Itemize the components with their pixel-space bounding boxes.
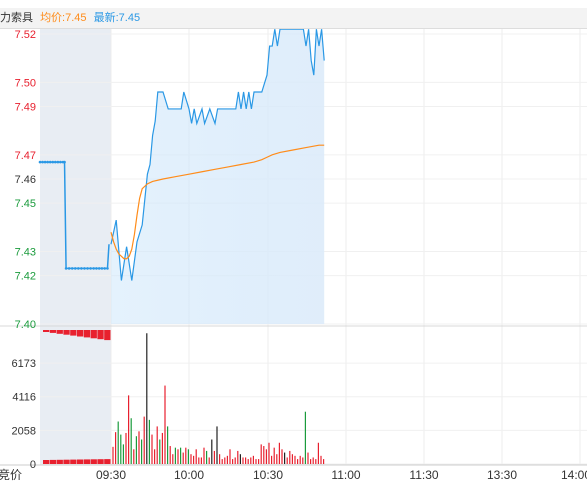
preopen-dot	[73, 267, 77, 270]
auction-bar-top	[77, 330, 84, 337]
volume-tick-label: 0	[30, 459, 36, 471]
time-tick-label: 14:00	[561, 468, 587, 482]
preopen-dot	[38, 160, 42, 164]
preopen-dot	[51, 160, 55, 164]
time-tick-label: 09:30	[96, 468, 126, 482]
preopen-dots	[38, 160, 109, 270]
time-axis: 竞价 09:30 10:00 10:30 11:00 11:30 13:30 14:00	[0, 468, 587, 482]
auction-bar-bottom	[43, 460, 50, 464]
auction-bar-bottom	[70, 459, 77, 464]
preopen-dot	[89, 267, 92, 270]
auction-bar-top	[83, 330, 91, 338]
chart-legend: 力索具 均价:7.45 最新:7.45	[0, 8, 587, 29]
preopen-dot	[59, 160, 62, 164]
price-tick-label: 7.50	[15, 77, 36, 89]
auction-bar-bottom	[49, 459, 57, 464]
price-tick-label: 7.52	[15, 29, 36, 41]
price-tick-label: 7.45	[15, 198, 36, 210]
price-tick-label: 7.49	[15, 102, 36, 114]
preopen-dot	[56, 160, 60, 164]
volume-tick-label: 4116	[12, 392, 36, 404]
preopen-dot	[106, 267, 109, 270]
preopen-dot	[63, 160, 66, 164]
preopen-dot	[46, 160, 49, 164]
auction-bar-bottom	[83, 459, 91, 464]
price-area	[111, 29, 325, 325]
preopen-dot	[100, 267, 104, 270]
volume-bars	[43, 330, 325, 464]
auction-bar-top	[70, 330, 77, 336]
time-tick-label: 11:30	[409, 468, 438, 482]
auction-bar-bottom	[90, 459, 97, 464]
auction-bar-top	[43, 330, 50, 332]
auction-bar-bottom	[104, 459, 111, 464]
preopen-dot	[43, 160, 47, 164]
volume-axis: 6173 4116 2058 0	[12, 358, 36, 471]
auction-bar-top	[49, 330, 57, 333]
auction-bar-top	[104, 330, 111, 341]
preopen-dot	[97, 267, 101, 270]
price-axis: 7.52 7.50 7.49 7.47 7.46 7.45 7.43 7.42 7.40	[15, 29, 36, 331]
time-tick-label: 13:30	[487, 468, 517, 482]
auction-bar-bottom	[77, 459, 84, 464]
preopen-dot	[83, 267, 86, 270]
avg-price-line	[110, 144, 325, 260]
preopen-dot	[80, 267, 83, 270]
preopen-shade	[40, 29, 111, 465]
auction-bar-bottom	[56, 459, 63, 464]
volume-tick-label: 2058	[12, 425, 36, 437]
auction-bar-bottom	[97, 459, 104, 464]
price-tick-label: 7.47	[15, 150, 36, 162]
preopen-dot	[92, 267, 95, 270]
preopen-dot	[48, 160, 52, 164]
avg-price-label: 均价:7.45	[40, 12, 87, 24]
auction-bar-top	[90, 330, 97, 339]
time-tick-label: 11:00	[331, 468, 360, 482]
price-tick-label: 7.46	[15, 174, 36, 186]
last-price-label: 最新:7.45	[93, 12, 141, 24]
preopen-dot	[64, 267, 68, 270]
preopen-dot	[103, 267, 107, 270]
auction-bar-top	[56, 330, 63, 334]
preopen-dot	[41, 160, 44, 164]
time-tick-label: 竞价	[0, 468, 22, 482]
price-tick-label: 7.42	[15, 271, 36, 283]
volume-tick-label: 6173	[12, 358, 36, 370]
price-tick-label: 7.43	[15, 247, 36, 259]
stock-name: 力索具	[0, 12, 33, 24]
price-line	[110, 28, 325, 281]
time-tick-label: 10:30	[253, 468, 283, 482]
preopen-dot	[70, 267, 74, 270]
price-tick-label: 7.40	[15, 319, 36, 331]
auction-bar-top	[63, 330, 70, 335]
preopen-dot	[54, 160, 57, 164]
preopen-dot	[67, 267, 71, 270]
preopen-dot	[77, 267, 80, 270]
auction-bar-top	[97, 330, 104, 340]
preopen-dot	[95, 267, 98, 270]
time-tick-label: 10:00	[174, 468, 204, 482]
preopen-dot	[86, 267, 89, 270]
auction-bar-bottom	[63, 459, 70, 464]
